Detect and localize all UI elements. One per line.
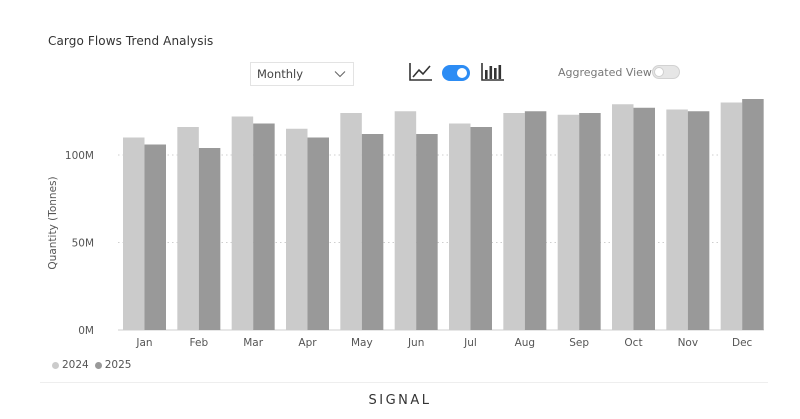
legend-dot-2024: [52, 361, 59, 369]
bar-2025-jun[interactable]: [416, 134, 438, 330]
bar-2024-may[interactable]: [340, 113, 362, 330]
y-tick-label: 100M: [65, 150, 94, 162]
x-tick-label: Nov: [678, 337, 699, 349]
line-chart-icon[interactable]: [408, 61, 434, 83]
x-tick-label: Oct: [624, 337, 642, 349]
bar-2024-oct[interactable]: [612, 104, 634, 330]
bar-2024-aug[interactable]: [503, 113, 525, 330]
bar-2024-jul[interactable]: [449, 123, 471, 331]
bar-2025-oct[interactable]: [633, 107, 656, 330]
x-tick-label: Dec: [732, 337, 753, 349]
period-dropdown[interactable]: Monthly: [250, 62, 354, 86]
brand-logo: SIGNAL: [368, 393, 432, 408]
bar-chart-icon[interactable]: [480, 61, 506, 83]
chart-legend: 2024 2025: [52, 359, 131, 371]
x-tick-label: Jul: [463, 337, 477, 349]
bar-2025-nov[interactable]: [687, 111, 710, 330]
y-axis-title: Quantity (Tonnes): [47, 176, 59, 269]
bar-2024-jan[interactable]: [123, 137, 145, 331]
bar-2025-dec[interactable]: [742, 99, 764, 330]
bar-2024-nov[interactable]: [666, 109, 688, 331]
bar-2025-mar[interactable]: [253, 123, 275, 331]
bar-chart: Quantity (Tonnes) 0M 50M 100M Jan Feb Mar Apr M…: [47, 99, 764, 349]
footer-divider: [40, 382, 768, 383]
bar-2024-jun[interactable]: [394, 111, 417, 330]
bar-2025-aug[interactable]: [524, 111, 547, 330]
x-tick-label: Jun: [407, 337, 424, 349]
y-tick-label: 50M: [72, 238, 94, 250]
legend-label-2025: 2025: [104, 359, 132, 371]
x-tick-label: May: [351, 337, 373, 349]
bar-2025-jan[interactable]: [144, 144, 167, 331]
aggregated-view-label: Aggregated View: [558, 66, 652, 79]
chevron-down-icon: [334, 71, 346, 78]
x-tick-label: Apr: [298, 337, 317, 349]
bar-2025-sep[interactable]: [579, 113, 601, 330]
bar-2024-feb[interactable]: [177, 127, 199, 330]
chart-type-toggle[interactable]: [442, 65, 470, 81]
chart-title: Cargo Flows Trend Analysis: [48, 34, 214, 48]
x-tick-label: Jan: [135, 337, 152, 349]
bar-2025-may[interactable]: [361, 134, 384, 330]
legend-item-2025[interactable]: 2025: [94, 359, 132, 371]
toggle-knob: [654, 67, 664, 77]
bar-2024-mar[interactable]: [231, 116, 254, 331]
x-tick-label: Feb: [190, 337, 209, 349]
bar-2025-apr[interactable]: [307, 137, 330, 331]
period-dropdown-value: Monthly: [257, 67, 304, 81]
x-tick-label: Sep: [569, 337, 589, 349]
bar-2024-sep[interactable]: [557, 114, 580, 330]
legend-dot-2025: [94, 361, 102, 369]
x-tick-label: Mar: [243, 337, 263, 349]
bar-2024-dec[interactable]: [720, 102, 743, 331]
toggle-knob: [457, 68, 467, 78]
bar-2025-jul[interactable]: [470, 127, 493, 330]
y-tick-label: 0M: [78, 325, 94, 337]
legend-item-2024[interactable]: 2024: [52, 359, 89, 371]
bar-2025-feb[interactable]: [198, 148, 221, 330]
bar-2024-apr[interactable]: [286, 128, 308, 330]
aggregated-view-toggle[interactable]: [652, 65, 680, 79]
x-tick-label: Aug: [515, 337, 536, 349]
legend-label-2024: 2024: [62, 359, 89, 371]
